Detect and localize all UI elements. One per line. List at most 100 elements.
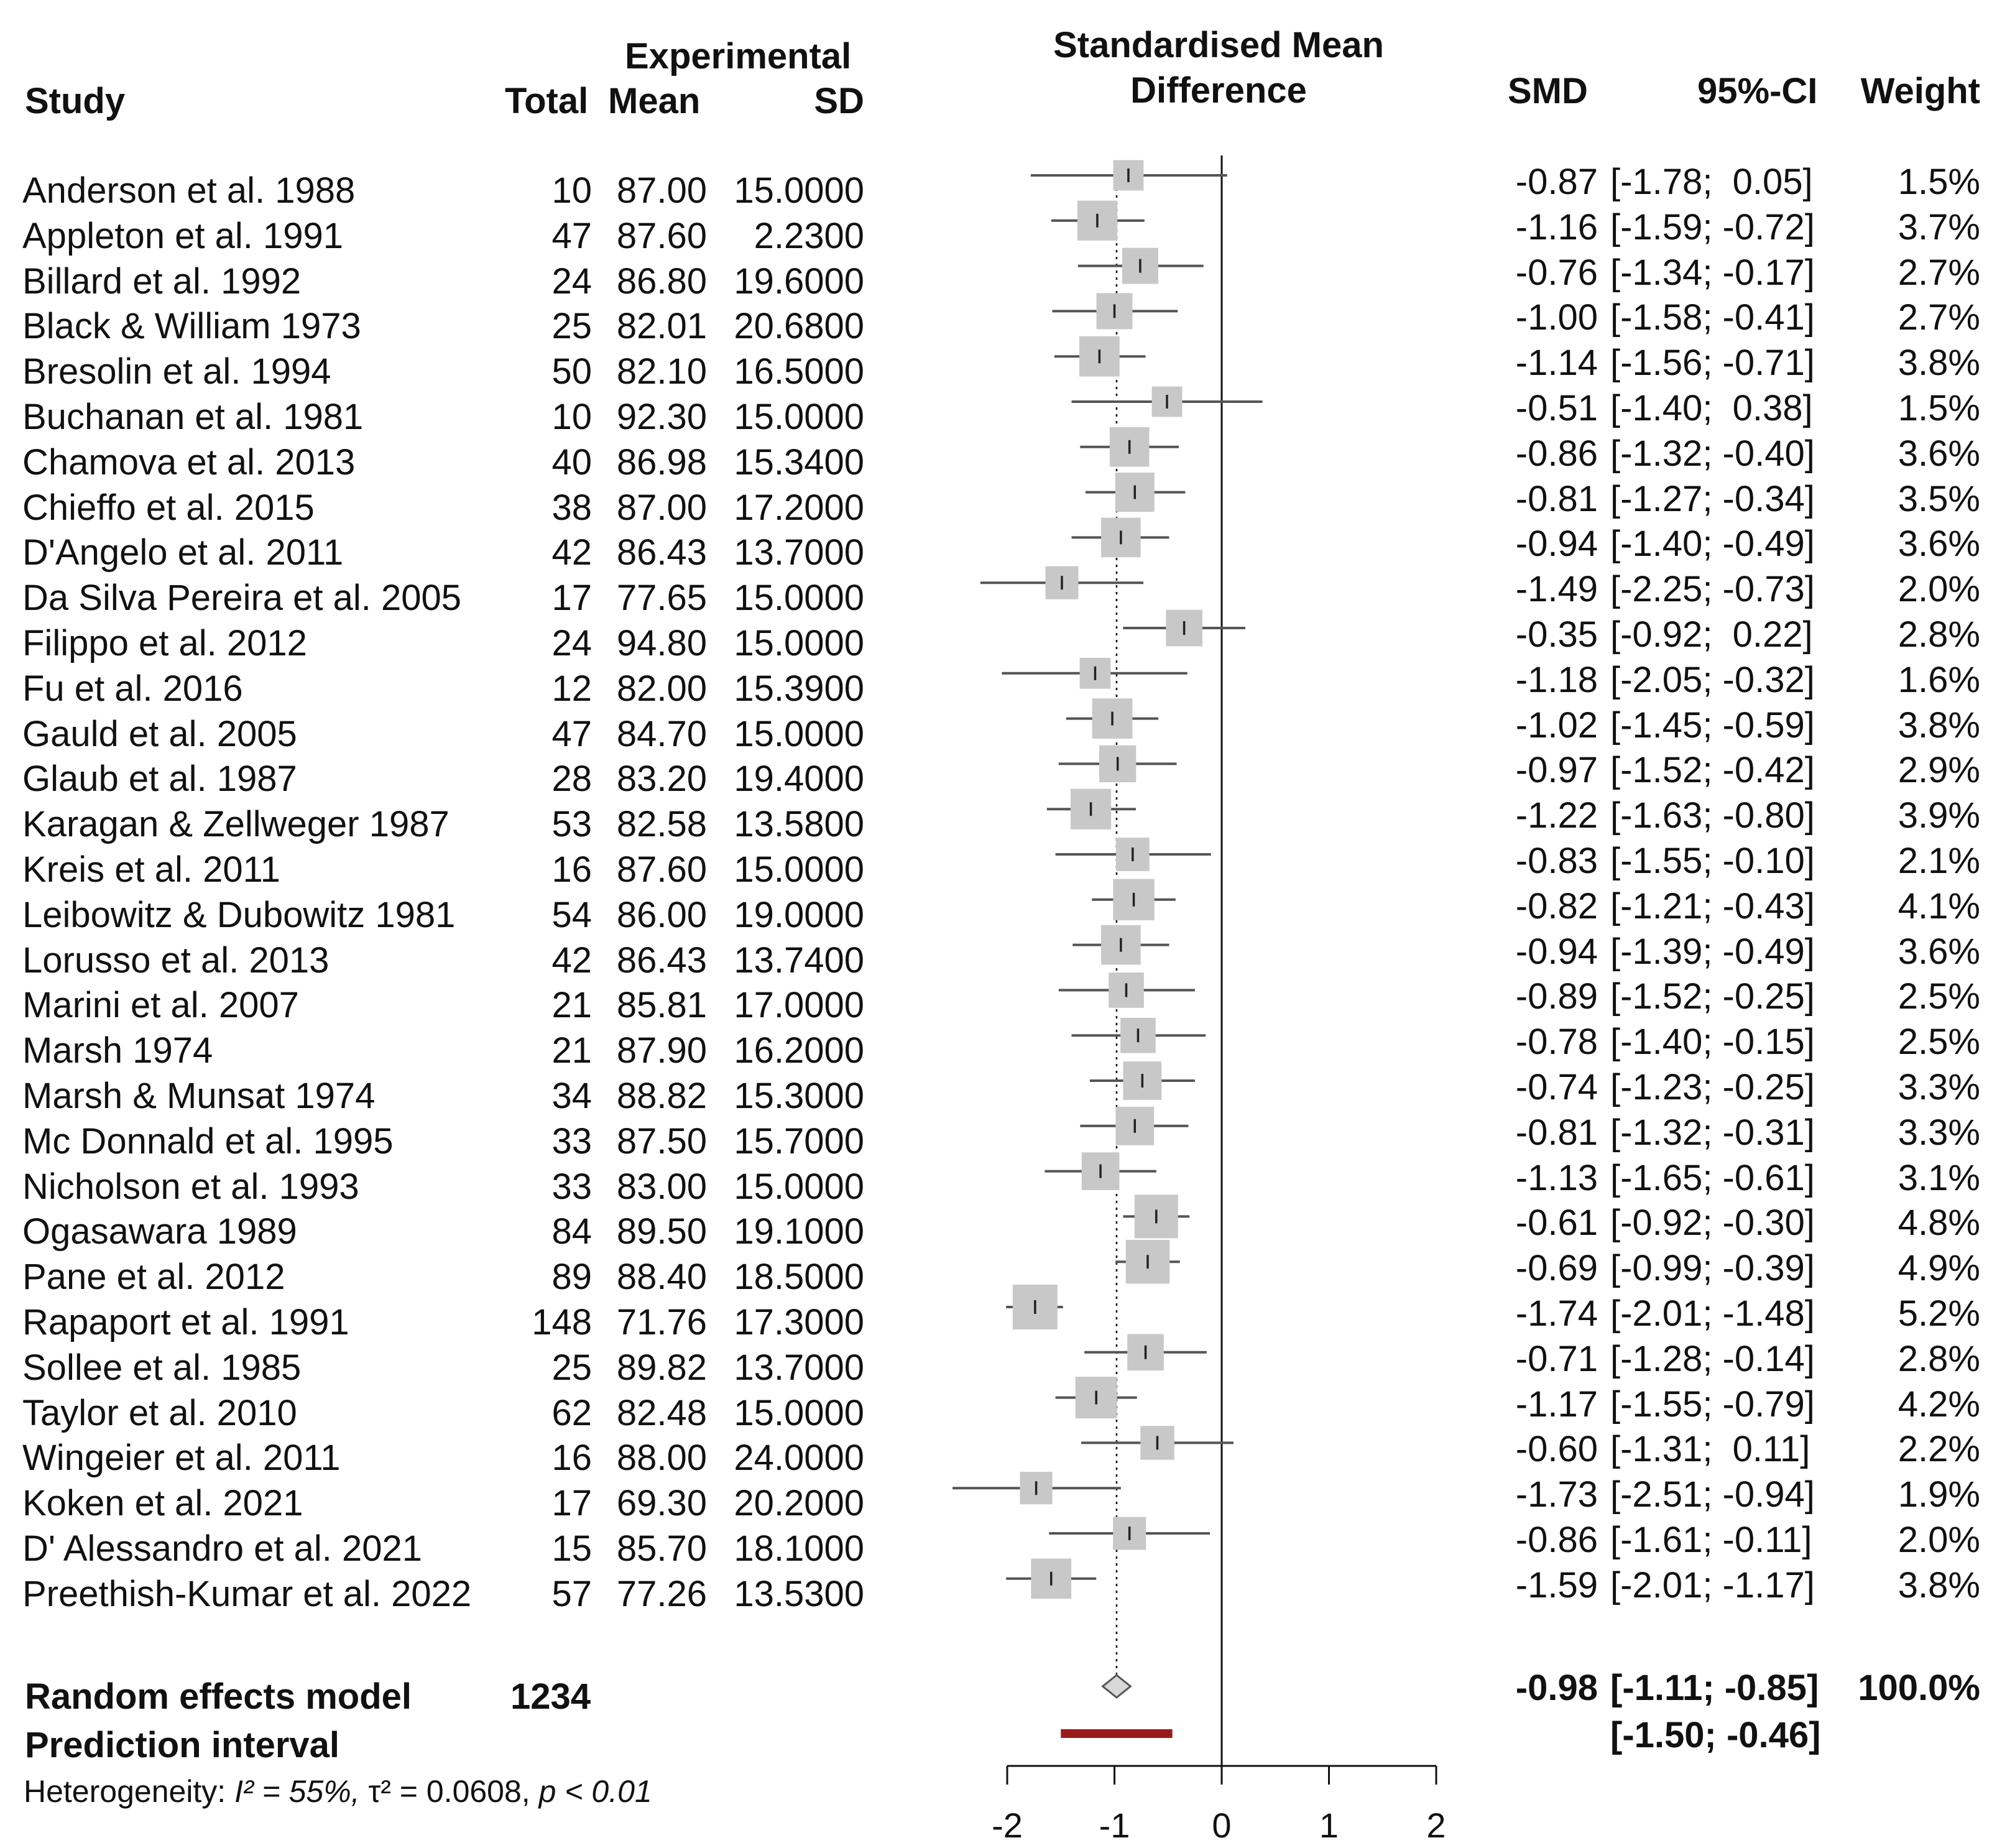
pooled-diamond: [1101, 1674, 1132, 1699]
study-name: Marsh 1974: [22, 1030, 213, 1071]
header-experimental: Experimental: [625, 36, 852, 76]
study-smd: -0.51: [1515, 388, 1598, 428]
study-ci: [-1.61; -0.11]: [1610, 1520, 1812, 1560]
header-study: Study: [25, 81, 126, 121]
study-ci: [-0.99; -0.39]: [1610, 1248, 1815, 1289]
study-sd: 13.5300: [734, 1573, 864, 1614]
study-weight: 2.5%: [1898, 976, 1980, 1017]
study-ci: [-1.56; -0.71]: [1610, 343, 1815, 384]
study-sd: 13.7000: [734, 532, 864, 573]
study-name: Black & William 1973: [22, 306, 361, 347]
study-smd: -0.94: [1515, 931, 1598, 972]
study-mean: 87.60: [616, 215, 707, 256]
study-name: Preethish-Kumar et al. 2022: [22, 1573, 472, 1614]
study-total: 57: [551, 1573, 592, 1614]
study-weight: 1.5%: [1898, 162, 1980, 202]
study-ci: [-2.05; -0.32]: [1610, 659, 1815, 700]
random-effects-total: 1234: [510, 1676, 591, 1717]
study-smd: -1.02: [1515, 705, 1598, 746]
study-total: 62: [551, 1392, 592, 1433]
study-sd: 16.5000: [734, 351, 864, 392]
study-mean: 82.01: [616, 306, 707, 347]
study-smd: -1.18: [1515, 659, 1598, 700]
study-total: 28: [551, 759, 592, 800]
study-ci: [-1.63; -0.80]: [1610, 795, 1815, 836]
study-smd: -1.74: [1515, 1293, 1598, 1334]
study-total: 17: [551, 1483, 592, 1524]
study-total: 50: [551, 351, 592, 392]
study-total: 47: [551, 713, 592, 754]
study-ci: [-1.23; -0.25]: [1610, 1067, 1815, 1107]
study-sd: 19.6000: [734, 261, 864, 302]
study-name: Glaub et al. 1987: [22, 759, 297, 800]
study-sd: 17.2000: [734, 487, 864, 528]
study-total: 21: [551, 985, 592, 1026]
study-smd: -0.86: [1515, 1520, 1598, 1560]
study-ci: [-1.58; -0.41]: [1610, 297, 1815, 338]
study-mean: 83.20: [616, 759, 707, 800]
study-name: Da Silva Pereira et al. 2005: [22, 578, 462, 619]
study-ci: [-1.78; 0.05]: [1610, 162, 1813, 202]
study-sd: 13.7000: [734, 1347, 864, 1388]
study-ci: [-1.27; -0.34]: [1610, 478, 1815, 519]
study-sd: 13.5800: [734, 804, 864, 845]
study-weight: 1.9%: [1898, 1474, 1980, 1515]
study-mean: 86.43: [616, 940, 707, 981]
study-ci: [-2.51; -0.94]: [1610, 1474, 1815, 1515]
study-total: 54: [551, 894, 592, 935]
study-sd: 20.6800: [734, 306, 864, 347]
study-mean: 77.65: [616, 578, 707, 619]
study-mean: 85.70: [616, 1528, 707, 1569]
study-name: Lorusso et al. 2013: [22, 940, 330, 981]
study-mean: 86.98: [616, 441, 707, 483]
study-sd: 18.5000: [734, 1257, 864, 1298]
prediction-interval-label: Prediction interval: [25, 1725, 340, 1765]
study-smd: -0.97: [1515, 750, 1598, 791]
study-name: Appleton et al. 1991: [22, 215, 343, 256]
header-plot-title-line1: Standardised Mean: [1053, 25, 1384, 65]
study-mean: 82.00: [616, 668, 707, 709]
study-name: Nicholson et al. 1993: [22, 1166, 359, 1207]
heterogeneity-tau: τ² = 0.0608,: [368, 1774, 539, 1809]
heterogeneity-i2: I² = 55%,: [234, 1774, 369, 1809]
study-name: Filippo et al. 2012: [22, 623, 307, 663]
study-total: 21: [551, 1030, 592, 1071]
study-total: 47: [551, 215, 592, 256]
study-name: Koken et al. 2021: [22, 1483, 303, 1524]
study-smd: -0.94: [1515, 524, 1598, 565]
study-mean: 83.00: [616, 1166, 707, 1207]
study-total: 10: [551, 397, 592, 437]
study-name: D'Angelo et al. 2011: [22, 532, 344, 573]
study-name: Gauld et al. 2005: [22, 713, 297, 754]
study-sd: 18.1000: [734, 1528, 864, 1569]
study-total: 24: [551, 623, 592, 663]
study-sd: 15.0000: [734, 849, 864, 890]
study-name: Bresolin et al. 1994: [22, 351, 331, 392]
study-ci: [-1.32; -0.31]: [1610, 1112, 1815, 1153]
study-mean: 69.30: [616, 1483, 707, 1524]
study-weight: 4.2%: [1898, 1384, 1980, 1425]
study-mean: 88.00: [616, 1438, 707, 1479]
study-ci: [-2.01; -1.48]: [1610, 1293, 1815, 1334]
study-mean: 87.60: [616, 849, 707, 890]
study-sd: 24.0000: [734, 1438, 864, 1479]
study-smd: -1.59: [1515, 1564, 1598, 1605]
study-weight: 4.1%: [1898, 885, 1980, 926]
study-total: 10: [551, 170, 592, 211]
study-smd: -0.86: [1515, 433, 1598, 474]
prediction-interval-ci: [-1.50; -0.46]: [1610, 1715, 1821, 1755]
study-total: 16: [551, 1438, 592, 1479]
study-weight: 2.5%: [1898, 1022, 1980, 1063]
study-name: Rapaport et al. 1991: [22, 1302, 349, 1342]
study-smd: -1.13: [1515, 1157, 1598, 1198]
header-plot-title-line2: Difference: [1130, 70, 1307, 111]
study-smd: -0.76: [1515, 252, 1598, 293]
study-ci: [-1.21; -0.43]: [1610, 885, 1815, 926]
study-name: Sollee et al. 1985: [22, 1347, 302, 1388]
x-tick-label: 2: [1426, 1806, 1446, 1845]
study-name: D' Alessandro et al. 2021: [22, 1528, 423, 1569]
study-name: Taylor et al. 2010: [22, 1392, 297, 1433]
study-name: Wingeier et al. 2011: [22, 1438, 341, 1479]
header-weight: Weight: [1860, 71, 1980, 111]
